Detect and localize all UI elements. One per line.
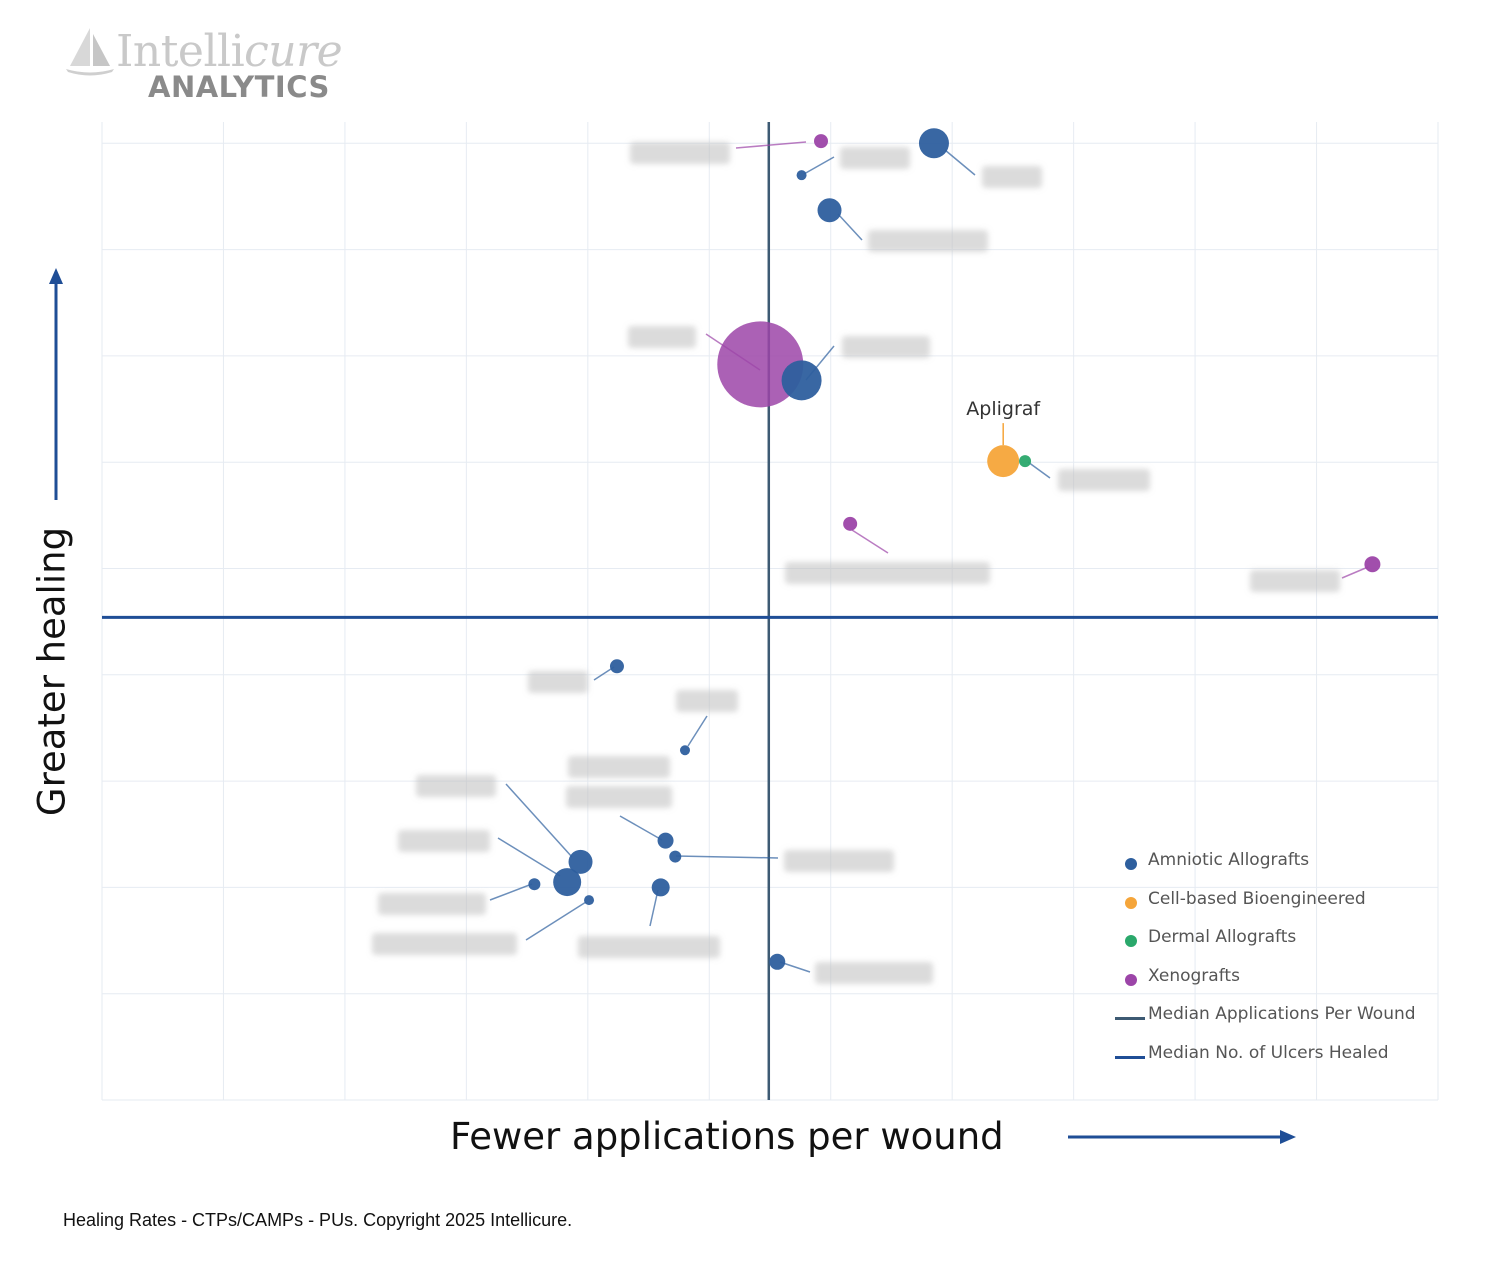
obscured-label bbox=[842, 336, 930, 358]
obscured-label bbox=[372, 933, 517, 955]
legend-item-median-ulcers: Median No. of Ulcers Healed bbox=[1115, 1043, 1435, 1082]
legend-label: Median No. of Ulcers Healed bbox=[1148, 1042, 1389, 1063]
data-point-amniotic-allografts bbox=[781, 360, 822, 401]
x-axis-arrowhead bbox=[1280, 1130, 1296, 1144]
data-point-xenografts bbox=[1364, 556, 1381, 573]
legend-item-cell-based: Cell-based Bioengineered bbox=[1115, 889, 1435, 928]
legend-label: Cell-based Bioengineered bbox=[1148, 888, 1366, 909]
obscured-label bbox=[676, 690, 738, 712]
intellicure-logo: Intellicure ANALYTICS bbox=[64, 26, 364, 106]
data-points bbox=[528, 128, 1381, 970]
leader-line bbox=[837, 213, 863, 241]
legend-swatch bbox=[1125, 935, 1137, 947]
obscured-label bbox=[578, 936, 720, 958]
point-labels: Apligraf bbox=[966, 398, 1041, 446]
leader-line bbox=[735, 141, 807, 149]
data-point-xenografts bbox=[843, 516, 858, 531]
data-point-amniotic-allografts bbox=[679, 745, 690, 756]
obscured-label bbox=[566, 786, 672, 808]
data-point-xenografts bbox=[814, 134, 829, 149]
data-point-dermal-allografts bbox=[1019, 455, 1032, 468]
legend-item-xenografts: Xenografts bbox=[1115, 966, 1435, 1005]
data-point-amniotic-allografts bbox=[657, 832, 674, 849]
legend-line bbox=[1115, 1055, 1145, 1059]
chart-legend: Amniotic Allografts Cell-based Bioengine… bbox=[1115, 850, 1435, 1081]
obscured-label bbox=[398, 830, 490, 852]
obscured-label bbox=[785, 562, 990, 584]
obscured-label bbox=[982, 166, 1042, 188]
apligraf-label: Apligraf bbox=[966, 398, 1041, 420]
legend-swatch bbox=[1125, 896, 1137, 909]
legend-line bbox=[1115, 1017, 1145, 1020]
leader-line bbox=[505, 783, 573, 858]
data-point-amniotic-allografts bbox=[669, 850, 682, 863]
leader-line bbox=[944, 149, 976, 176]
data-point-amniotic-allografts bbox=[528, 878, 541, 891]
legend-label: Xenografts bbox=[1148, 965, 1240, 986]
legend-swatch bbox=[1125, 858, 1137, 870]
label-leader-lines bbox=[489, 141, 1369, 973]
leader-line bbox=[489, 883, 533, 901]
y-axis-arrowhead bbox=[49, 268, 63, 284]
leader-line bbox=[675, 855, 779, 859]
obscured-label bbox=[630, 142, 730, 164]
obscured-label bbox=[378, 893, 486, 915]
obscured-label bbox=[1058, 469, 1150, 491]
legend-item-amniotic: Amniotic Allografts bbox=[1115, 850, 1435, 889]
x-axis-title: Fewer applications per wound bbox=[450, 1115, 1004, 1158]
sailboat-logo-icon bbox=[66, 28, 114, 76]
legend-swatch bbox=[1125, 973, 1137, 986]
leader-line bbox=[649, 889, 659, 927]
legend-label: Amniotic Allografts bbox=[1148, 850, 1310, 870]
legend-item-median-applications: Median Applications Per Wound bbox=[1115, 1004, 1435, 1043]
data-point-amniotic-allografts bbox=[584, 895, 595, 906]
leader-line bbox=[803, 156, 835, 175]
data-point-xenografts bbox=[717, 321, 804, 408]
median-lines bbox=[102, 122, 1438, 1100]
leader-line bbox=[497, 837, 561, 877]
data-point-amniotic-allografts bbox=[553, 868, 582, 897]
obscured-product-labels bbox=[372, 142, 1340, 984]
leader-line bbox=[851, 529, 889, 554]
logo-subtitle: ANALYTICS bbox=[148, 70, 330, 104]
obscured-label bbox=[568, 756, 670, 778]
obscured-label bbox=[868, 230, 988, 252]
leader-line bbox=[619, 815, 663, 841]
legend-item-dermal: Dermal Allografts bbox=[1115, 927, 1435, 966]
data-point-amniotic-allografts bbox=[568, 849, 593, 874]
legend-label: Dermal Allografts bbox=[1148, 927, 1297, 947]
obscured-label bbox=[840, 147, 910, 169]
obscured-label bbox=[1250, 570, 1340, 592]
data-point-amniotic-allografts bbox=[796, 170, 807, 181]
data-point-amniotic-allografts bbox=[918, 128, 949, 159]
obscured-label bbox=[528, 671, 588, 693]
data-point-amniotic-allografts bbox=[609, 659, 624, 674]
data-point-cell-based-bioengineered bbox=[987, 445, 1020, 478]
leader-line bbox=[1027, 461, 1051, 479]
obscured-label bbox=[416, 775, 496, 797]
leader-line bbox=[525, 901, 587, 941]
y-axis-title: Greater healing bbox=[30, 526, 74, 817]
data-point-amniotic-allografts bbox=[817, 198, 842, 223]
figure-caption: Healing Rates - CTPs/CAMPs - PUs. Copyri… bbox=[63, 1210, 573, 1230]
logo-wordmark: Intellicure bbox=[116, 26, 343, 77]
leader-line bbox=[1341, 566, 1369, 579]
leader-line bbox=[687, 715, 708, 747]
obscured-label bbox=[628, 326, 696, 348]
obscured-label bbox=[784, 850, 894, 872]
data-point-amniotic-allografts bbox=[651, 878, 670, 897]
obscured-label bbox=[815, 962, 933, 984]
data-point-amniotic-allografts bbox=[769, 953, 786, 970]
legend-label: Median Applications Per Wound bbox=[1148, 1004, 1416, 1024]
